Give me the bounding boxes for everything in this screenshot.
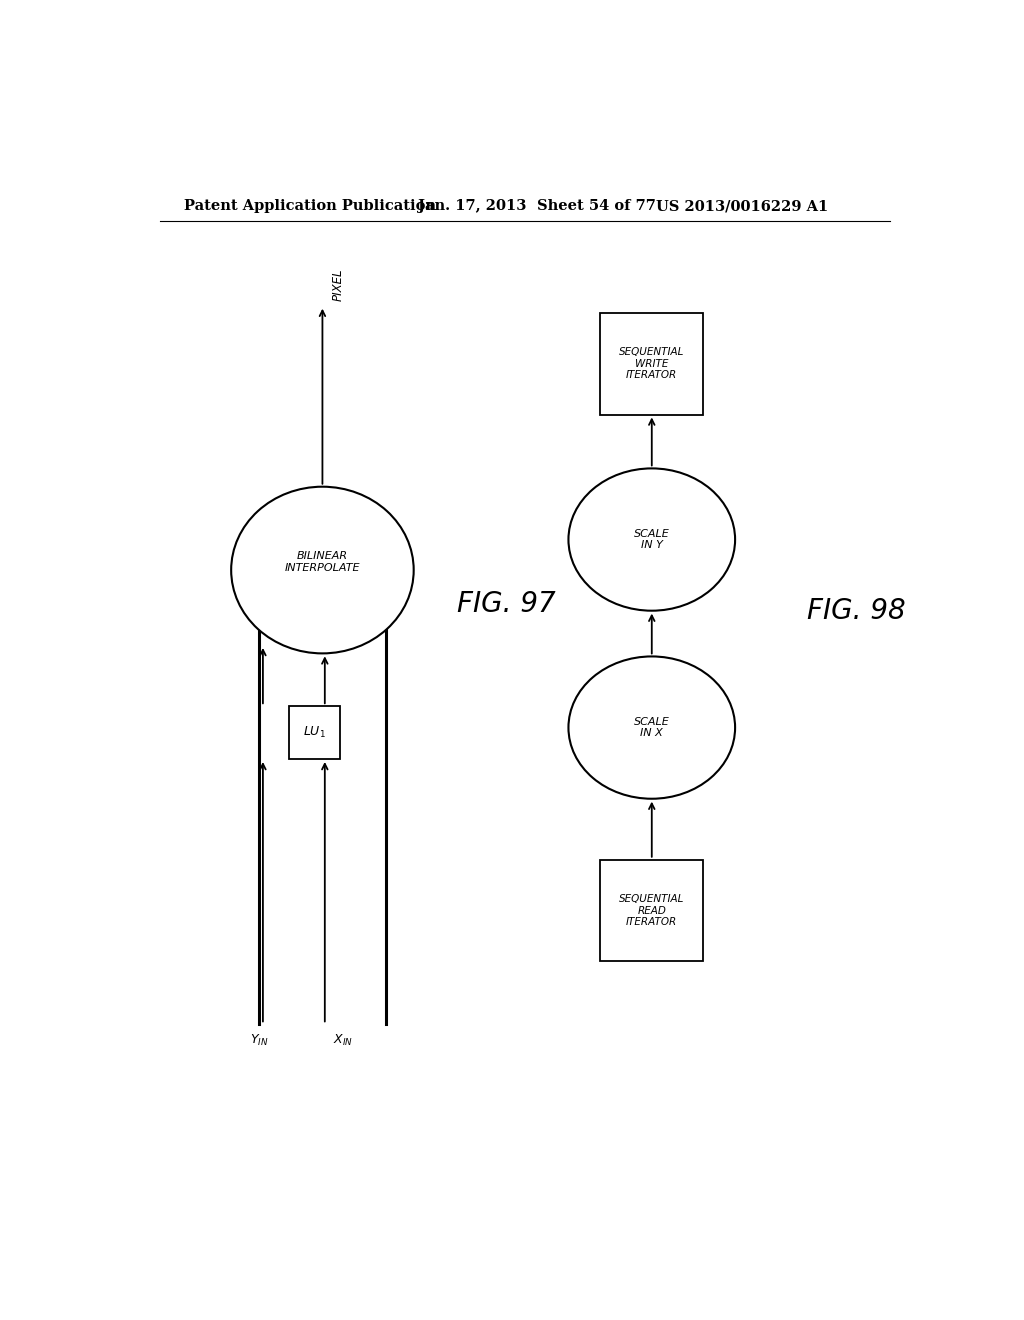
Text: Y$_{IN}$: Y$_{IN}$ [250, 1032, 268, 1048]
Text: Jan. 17, 2013: Jan. 17, 2013 [418, 199, 526, 213]
Text: SEQUENTIAL
READ
ITERATOR: SEQUENTIAL READ ITERATOR [620, 894, 684, 927]
Text: PIXEL: PIXEL [332, 268, 345, 301]
Bar [289, 706, 340, 759]
Ellipse shape [568, 656, 735, 799]
Text: US 2013/0016229 A1: US 2013/0016229 A1 [655, 199, 828, 213]
Bar [600, 859, 703, 961]
Text: SCALE
IN X: SCALE IN X [634, 717, 670, 738]
Text: X$_{IN}$: X$_{IN}$ [333, 1032, 353, 1048]
Text: Sheet 54 of 77: Sheet 54 of 77 [537, 199, 655, 213]
Text: LU$_1$: LU$_1$ [303, 725, 326, 741]
Ellipse shape [231, 487, 414, 653]
Text: SCALE
IN Y: SCALE IN Y [634, 529, 670, 550]
Text: SEQUENTIAL
WRITE
ITERATOR: SEQUENTIAL WRITE ITERATOR [620, 347, 684, 380]
Text: BILINEAR
INTERPOLATE: BILINEAR INTERPOLATE [285, 552, 360, 573]
Ellipse shape [568, 469, 735, 611]
Text: Patent Application Publication: Patent Application Publication [183, 199, 435, 213]
Text: FIG. 97: FIG. 97 [458, 590, 556, 618]
Bar [600, 313, 703, 414]
Text: FIG. 98: FIG. 98 [807, 597, 905, 624]
